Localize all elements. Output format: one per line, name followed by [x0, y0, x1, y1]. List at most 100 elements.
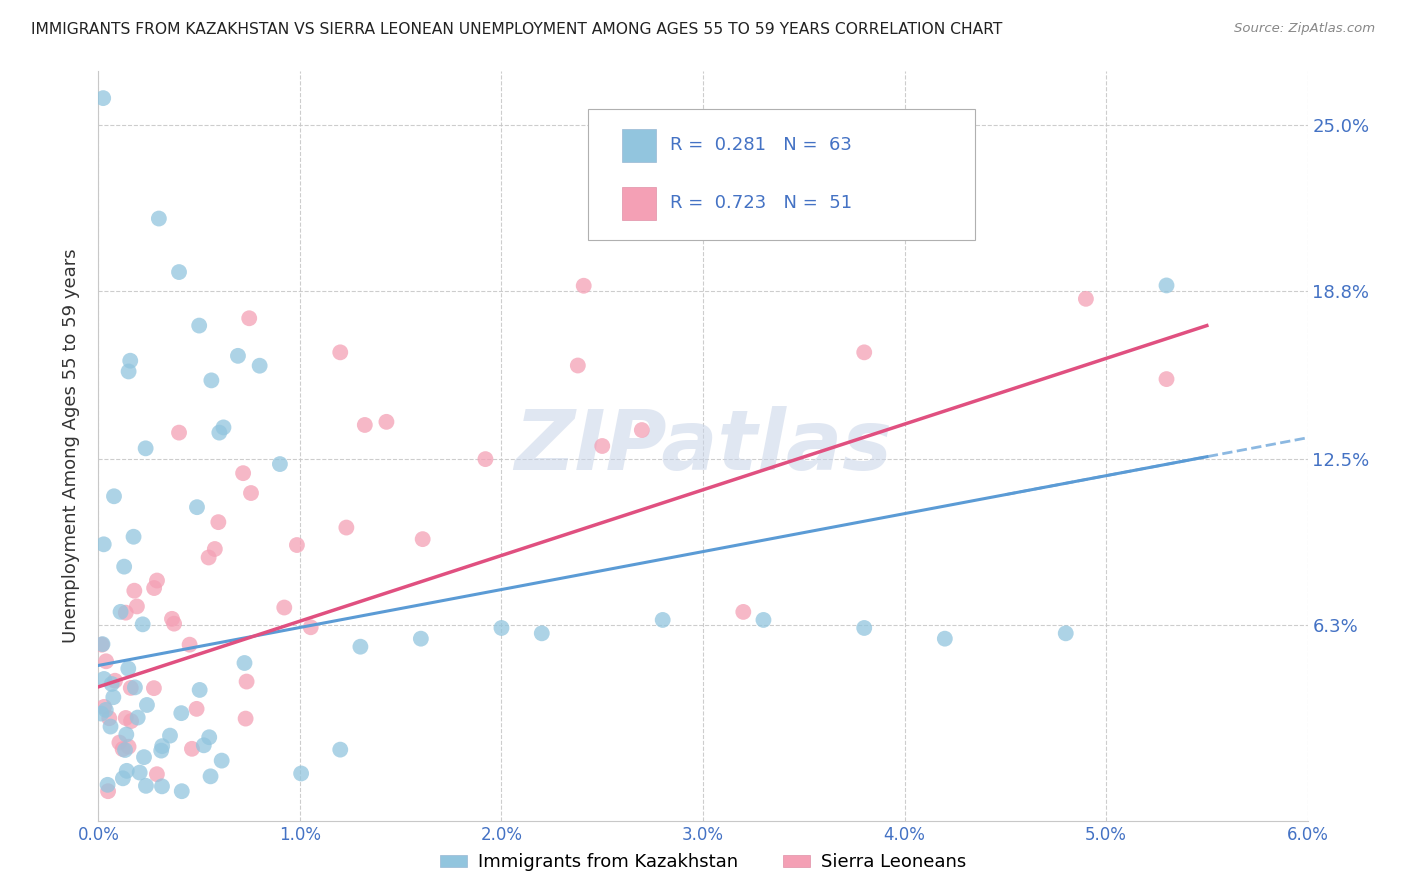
Point — [651, 613, 673, 627]
Point — [100, 720, 122, 734]
Point — [117, 662, 139, 676]
Point — [150, 780, 173, 794]
Point — [412, 532, 434, 546]
Point — [128, 765, 150, 780]
Point — [193, 739, 215, 753]
Point — [100, 677, 122, 691]
Point — [115, 727, 138, 741]
Text: Source: ZipAtlas.com: Source: ZipAtlas.com — [1234, 22, 1375, 36]
Point — [115, 764, 138, 778]
Point — [1156, 278, 1178, 293]
Point — [167, 425, 190, 440]
Point — [335, 520, 357, 534]
Point — [474, 452, 496, 467]
Point — [186, 702, 208, 716]
Point — [120, 714, 142, 728]
Point — [572, 278, 595, 293]
Point — [240, 486, 263, 500]
Point — [132, 750, 155, 764]
Point — [160, 612, 183, 626]
Point — [120, 681, 142, 695]
Point — [1074, 292, 1097, 306]
Point — [125, 599, 148, 614]
Point — [269, 457, 291, 471]
Point — [170, 784, 193, 798]
Point — [91, 91, 114, 105]
Point — [329, 742, 352, 756]
Point — [181, 741, 204, 756]
Point — [375, 415, 398, 429]
Point — [127, 710, 149, 724]
Point — [235, 712, 257, 726]
Point — [733, 605, 755, 619]
Point — [90, 706, 112, 721]
Point — [200, 373, 222, 387]
Point — [285, 538, 308, 552]
Bar — [621, 187, 655, 220]
Point — [117, 739, 139, 754]
Point — [197, 550, 219, 565]
Point — [97, 784, 120, 798]
Point — [226, 349, 249, 363]
FancyBboxPatch shape — [588, 109, 976, 240]
Point — [120, 353, 142, 368]
Point — [170, 706, 193, 721]
Point — [94, 654, 117, 668]
Point — [273, 600, 295, 615]
Point — [122, 530, 145, 544]
Point — [90, 638, 112, 652]
Point — [630, 423, 652, 437]
Point — [114, 743, 136, 757]
Y-axis label: Unemployment Among Ages 55 to 59 years: Unemployment Among Ages 55 to 59 years — [62, 249, 80, 643]
Point — [530, 626, 553, 640]
Point — [146, 574, 169, 588]
Text: IMMIGRANTS FROM KAZAKHSTAN VS SIERRA LEONEAN UNEMPLOYMENT AMONG AGES 55 TO 59 YE: IMMIGRANTS FROM KAZAKHSTAN VS SIERRA LEO… — [31, 22, 1002, 37]
Point — [290, 766, 312, 780]
Point — [103, 690, 125, 705]
Text: ZIPatlas: ZIPatlas — [515, 406, 891, 486]
Point — [188, 318, 211, 333]
Point — [238, 311, 260, 326]
Point — [124, 681, 146, 695]
Point — [146, 767, 169, 781]
Point — [143, 581, 166, 595]
Point — [1156, 372, 1178, 386]
Bar — [621, 128, 655, 161]
Point — [135, 442, 157, 456]
Point — [167, 265, 190, 279]
Point — [91, 637, 114, 651]
Point — [207, 515, 229, 529]
Point — [93, 699, 115, 714]
Point — [208, 425, 231, 440]
Point — [110, 605, 132, 619]
Point — [491, 621, 513, 635]
Text: R =  0.723   N =  51: R = 0.723 N = 51 — [671, 194, 852, 212]
Point — [200, 769, 222, 783]
Point — [179, 638, 201, 652]
Point — [150, 743, 173, 757]
Point — [232, 466, 254, 480]
Point — [235, 674, 257, 689]
Point — [567, 359, 589, 373]
Point — [114, 606, 136, 620]
Point — [853, 345, 876, 359]
Point — [353, 417, 375, 432]
Point — [150, 739, 173, 753]
Text: R =  0.281   N =  63: R = 0.281 N = 63 — [671, 136, 852, 154]
Point — [752, 613, 775, 627]
Point — [233, 656, 256, 670]
Point — [98, 711, 121, 725]
Point — [135, 779, 157, 793]
Point — [212, 420, 235, 434]
Point — [188, 682, 211, 697]
Point — [114, 711, 136, 725]
Point — [103, 489, 125, 503]
Point — [97, 778, 120, 792]
Point — [148, 211, 170, 226]
Point — [142, 681, 165, 695]
Point — [131, 617, 153, 632]
Point — [409, 632, 432, 646]
Point — [1054, 626, 1077, 640]
Point — [934, 632, 956, 646]
Point — [111, 772, 134, 786]
